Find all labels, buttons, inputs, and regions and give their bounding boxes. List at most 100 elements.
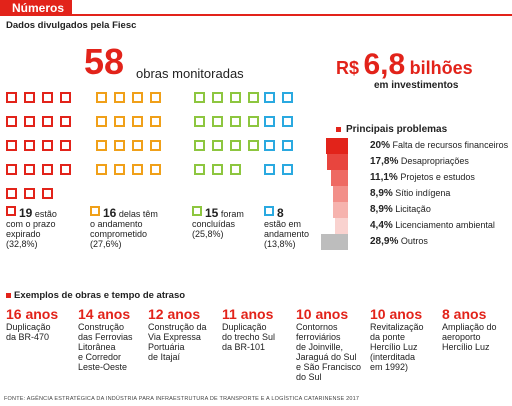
work-square	[42, 92, 53, 103]
header-accent	[0, 0, 8, 16]
example-item: 14 anos Construção das Ferrovias Litorânea e…	[78, 306, 133, 372]
work-square	[194, 140, 205, 151]
work-square	[194, 116, 205, 127]
examples-title: Exemplos de obras e tempo de atraso	[14, 290, 186, 301]
total-number: 58	[84, 41, 125, 82]
work-square	[96, 164, 107, 175]
status-count: 19	[19, 206, 33, 220]
example-desc: (interditada	[370, 352, 416, 362]
work-square	[96, 92, 107, 103]
work-square	[264, 116, 275, 127]
problem-label: 8,9% Sítio indígena	[370, 188, 450, 199]
problem-label: 20% Falta de recursos financeiros	[370, 140, 508, 151]
example-years: 8 anos	[442, 306, 487, 322]
work-square	[248, 116, 259, 127]
example-item: 12 anos Construção da Via Expressa Portuári…	[148, 306, 207, 362]
problem-pct: 20%	[370, 140, 391, 151]
example-item: 11 anos Duplicação do trecho Sul da BR-101	[222, 306, 275, 352]
example-desc: de Joinville,	[296, 342, 344, 352]
problem-step	[333, 186, 348, 202]
work-square	[114, 92, 125, 103]
problem-name: Outros	[398, 236, 428, 246]
problem-step	[335, 218, 348, 234]
total-label: obras monitoradas	[136, 66, 244, 81]
example-desc: Construção	[78, 322, 125, 332]
problem-step	[331, 170, 348, 186]
problem-pct: 4,4%	[370, 220, 393, 231]
example-desc: Leste-Oeste	[78, 362, 128, 372]
work-square	[132, 116, 143, 127]
problems-title: Principais problemas	[346, 124, 448, 135]
orange-square-icon	[90, 206, 100, 216]
work-square	[114, 116, 125, 127]
status-text: expirado	[6, 229, 41, 239]
work-square	[60, 92, 71, 103]
example-item: 8 anos Ampliação do aeroporto Hercílio Luz	[442, 306, 497, 352]
example-desc: Duplicação	[6, 322, 51, 332]
status-ongoing: 8 estão em andamento (13,8%)	[264, 206, 334, 249]
work-square	[264, 140, 275, 151]
example-desc: Jaraguá do Sul	[296, 352, 357, 362]
status-count: 15	[205, 206, 219, 220]
work-square	[230, 92, 241, 103]
example-desc: da BR-470	[6, 332, 50, 342]
status-pct: (32,8%)	[6, 239, 38, 249]
work-square	[150, 164, 161, 175]
example-desc: Contornos	[296, 322, 338, 332]
example-desc: aeroporto	[442, 332, 481, 342]
work-square	[24, 164, 35, 175]
work-square	[132, 140, 143, 151]
work-square	[194, 164, 205, 175]
example-desc: do Sul	[296, 372, 322, 382]
status-text: com o prazo	[6, 219, 56, 229]
status-count: 8	[277, 206, 284, 220]
work-square	[42, 164, 53, 175]
problem-name: Falta de recursos financeiros	[390, 140, 509, 150]
work-square	[96, 116, 107, 127]
status-text: estão	[34, 209, 57, 219]
status-expired: 19 estão com o prazo expirado (32,8%)	[6, 206, 96, 249]
status-concluded: 15 foram concluídas (25,8%)	[192, 206, 262, 239]
bullet-icon	[6, 293, 11, 298]
example-desc: Revitalização	[370, 322, 424, 332]
work-square	[248, 140, 259, 151]
work-square	[150, 116, 161, 127]
work-square	[282, 92, 293, 103]
example-desc: da BR-101	[222, 342, 266, 352]
example-item: 16 anos Duplicação da BR-470	[6, 306, 58, 342]
status-pct: (27,6%)	[90, 239, 122, 249]
money-prefix: R$	[336, 58, 360, 78]
work-square	[132, 92, 143, 103]
work-square	[24, 92, 35, 103]
status-text: andamento	[264, 229, 310, 239]
example-desc: Via Expressa	[148, 332, 201, 342]
work-square	[42, 116, 53, 127]
example-years: 10 anos	[370, 306, 423, 322]
example-desc: do trecho Sul	[222, 332, 276, 342]
work-square	[6, 140, 17, 151]
example-desc: Hercílio Luz	[370, 342, 418, 352]
work-square	[42, 188, 53, 199]
work-square	[194, 92, 205, 103]
green-square-icon	[192, 206, 202, 216]
example-desc: de Itajaí	[148, 352, 181, 362]
example-desc: Duplicação	[222, 322, 267, 332]
money-value: 6,8	[363, 48, 406, 81]
example-item: 10 anos Contornos ferroviários de Joinville…	[296, 306, 361, 382]
problem-pct: 28,9%	[370, 236, 399, 247]
section-title: Números	[8, 0, 72, 16]
example-desc: e São Francisco	[296, 362, 362, 372]
work-square	[230, 164, 241, 175]
problem-pct: 8,9%	[370, 188, 393, 199]
problem-step	[326, 138, 348, 154]
problem-name: Desapropriações	[398, 156, 469, 166]
problem-pct: 11,1%	[370, 172, 398, 183]
header-rule	[72, 14, 512, 16]
work-square	[212, 140, 223, 151]
work-square	[6, 92, 17, 103]
section-header: Números	[0, 0, 512, 16]
example-years: 12 anos	[148, 306, 201, 322]
work-square	[114, 164, 125, 175]
problem-name: Projetos e estudos	[397, 172, 475, 182]
status-text: comprometido	[90, 229, 148, 239]
